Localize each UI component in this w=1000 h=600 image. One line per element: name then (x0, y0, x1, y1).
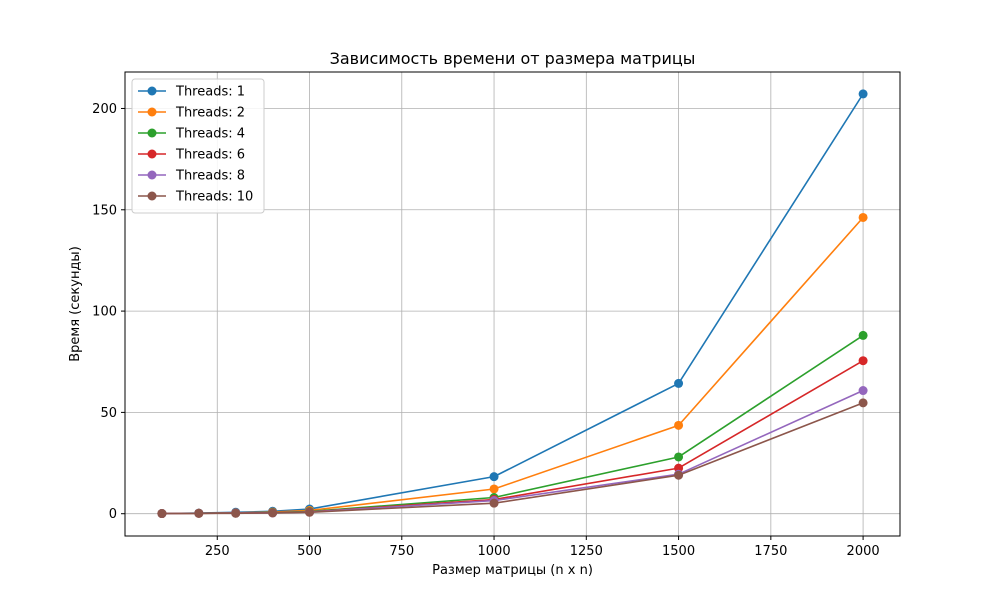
legend-item: Threads: 10 (138, 190, 253, 205)
series-6 (157, 398, 868, 519)
x-tick-label: 1000 (478, 544, 511, 559)
series-layer (157, 89, 868, 519)
chart-title: Зависимость времени от размера матрицы (330, 49, 696, 68)
series-line (161, 402, 864, 515)
x-tick-label: 750 (389, 544, 414, 559)
data-point (674, 378, 684, 388)
data-point (858, 330, 868, 340)
legend-marker (147, 170, 157, 180)
y-axis-ticks: 0 50 100 150 200 (92, 102, 125, 522)
legend-marker (147, 128, 157, 138)
x-axis-ticks: 250 500 750 1000 1250 1500 1750 2000 (205, 536, 880, 559)
y-tick-label: 50 (100, 406, 117, 421)
plot-frame (124, 71, 901, 537)
data-point (157, 509, 167, 519)
data-point (231, 508, 241, 518)
data-point (194, 508, 204, 518)
legend-marker (147, 191, 157, 201)
data-point (858, 356, 868, 366)
legend-label: Threads: 6 (175, 148, 245, 163)
data-point (674, 452, 684, 462)
data-point (268, 508, 278, 518)
legend-item: Threads: 4 (138, 127, 245, 142)
series-line (161, 389, 864, 515)
x-tick-label: 250 (205, 544, 230, 559)
legend-item: Threads: 1 (138, 85, 245, 100)
data-point (489, 472, 499, 482)
data-point (674, 420, 684, 430)
series-line (161, 334, 864, 515)
legend-marker (147, 149, 157, 159)
series-line (161, 216, 864, 515)
data-point (858, 386, 868, 396)
data-point (858, 89, 868, 99)
x-tick-label: 2000 (847, 544, 880, 559)
x-axis-label: Размер матрицы (n x n) (432, 563, 593, 578)
series-3 (157, 330, 868, 519)
data-point (305, 507, 315, 517)
series-5 (157, 386, 868, 519)
x-tick-label: 1500 (662, 544, 695, 559)
x-tick-label: 500 (297, 544, 322, 559)
y-axis-label: Время (секунды) (68, 246, 83, 362)
series-line (161, 93, 864, 515)
data-point (489, 484, 499, 494)
legend-item: Threads: 8 (138, 169, 245, 184)
legend-label: Threads: 1 (175, 85, 245, 100)
legend-item: Threads: 2 (138, 106, 245, 121)
x-tick-label: 1750 (754, 544, 787, 559)
data-point (489, 498, 499, 508)
x-tick-label: 1250 (570, 544, 603, 559)
legend-label: Threads: 4 (175, 127, 245, 142)
legend-item: Threads: 6 (138, 148, 245, 163)
legend-label: Threads: 2 (175, 106, 245, 121)
y-tick-label: 150 (92, 203, 117, 218)
legend-marker (147, 107, 157, 117)
legend-marker (147, 86, 157, 96)
series-line (161, 360, 864, 515)
data-point (858, 398, 868, 408)
series-2 (157, 212, 868, 519)
legend-label: Threads: 10 (175, 190, 253, 205)
legend-label: Threads: 8 (175, 169, 245, 184)
y-tick-label: 200 (92, 102, 117, 117)
legend: Threads: 1 Threads: 2 Threads: 4 Threads: 6… (131, 78, 265, 214)
data-point (674, 470, 684, 480)
data-point (858, 212, 868, 222)
y-tick-label: 0 (109, 507, 117, 522)
y-tick-label: 100 (92, 305, 117, 320)
